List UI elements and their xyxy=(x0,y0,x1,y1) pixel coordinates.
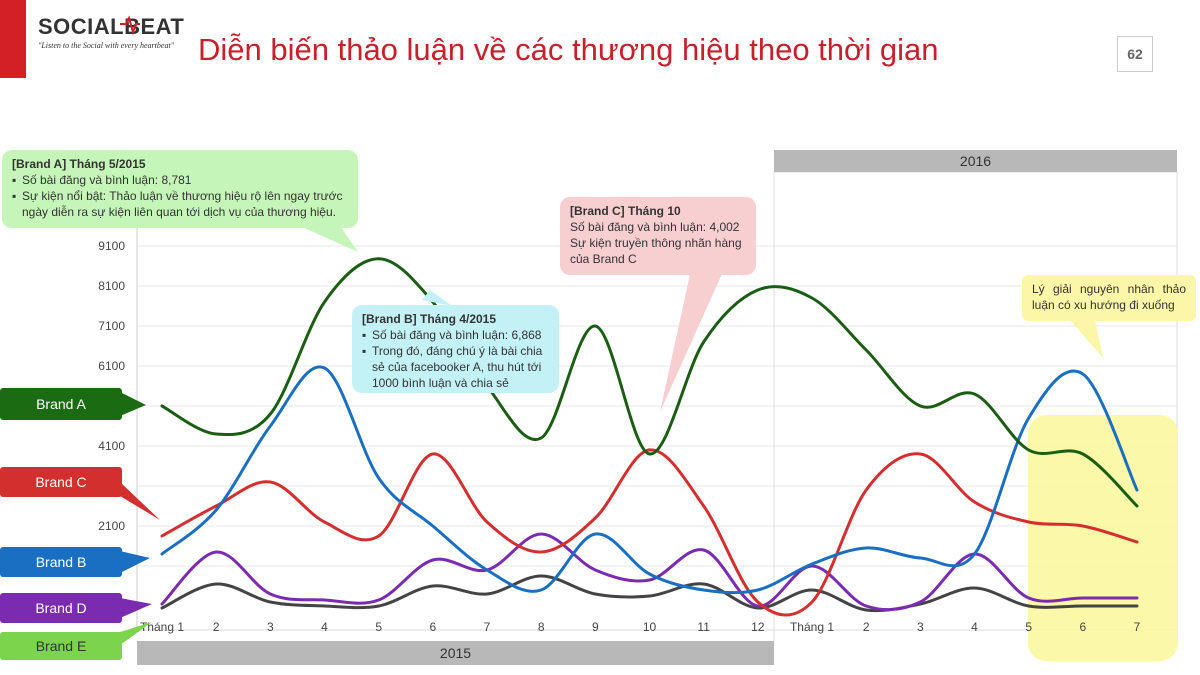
y-tick-label: 9100 xyxy=(98,239,125,253)
x-tick-label: 9 xyxy=(592,620,599,634)
x-tick-label: 3 xyxy=(917,620,924,634)
callout-brand-a-pointer xyxy=(300,226,358,252)
callout-brand-c-heading: [Brand C] Tháng 10 xyxy=(570,204,681,218)
x-tick-label: 2 xyxy=(213,620,220,634)
x-tick-label: 7 xyxy=(1134,620,1141,634)
socialbeat-logo: SOCIALBEAT "Listen to the Social with ev… xyxy=(38,14,188,58)
x-tick-label: 7 xyxy=(484,620,491,634)
callout-brand-c-line: Sự kiện truyền thông nhãn hàng của Brand… xyxy=(570,236,742,266)
heartbeat-icon xyxy=(120,15,140,36)
callout-note: Lý giải nguyên nhân thảo luận có xu hướn… xyxy=(1022,275,1196,321)
callout-brand-c-pointer xyxy=(660,274,722,412)
year-2016-label: 2016 xyxy=(774,150,1177,172)
y-tick-label: 4100 xyxy=(98,439,125,453)
callout-note-pointer xyxy=(1070,320,1103,358)
year-2015-label: 2015 xyxy=(137,641,774,665)
series-line-brand-c xyxy=(160,448,1139,617)
series-line-brand-a xyxy=(160,257,1139,508)
x-tick-label: 8 xyxy=(538,620,545,634)
x-tick-label: 12 xyxy=(751,620,765,634)
brand-c-label-pointer xyxy=(120,482,160,520)
callout-brand-c-line: Số bài đăng và bình luận: 4,002 xyxy=(570,220,740,234)
x-tick-label: Tháng 1 xyxy=(140,620,184,634)
x-tick-label: 4 xyxy=(971,620,978,634)
x-tick-label: 5 xyxy=(375,620,382,634)
x-tick-label: 11 xyxy=(697,620,710,634)
y-tick-label: 8100 xyxy=(98,279,125,293)
x-tick-label: Tháng 1 xyxy=(790,620,834,634)
callout-brand-b-line: Số bài đăng và bình luận: 6,868 xyxy=(362,327,549,343)
page-title: Diễn biến thảo luận về các thương hiệu t… xyxy=(198,32,939,67)
header-accent-bar xyxy=(0,0,26,78)
y-tick-label: 7100 xyxy=(98,319,125,333)
series-line-brand-e xyxy=(160,574,1139,613)
brand-c-label: Brand C xyxy=(0,467,122,497)
callout-brand-c: [Brand C] Tháng 10 Số bài đăng và bình l… xyxy=(560,197,756,275)
y-tick-label: 6100 xyxy=(98,359,125,373)
x-tick-label: 6 xyxy=(429,620,436,634)
page-number: 62 xyxy=(1117,36,1153,72)
x-tick-label: 5 xyxy=(1025,620,1032,634)
x-tick-label: 2 xyxy=(863,620,870,634)
callout-brand-a-heading: [Brand A] Tháng 5/2015 xyxy=(12,157,146,171)
x-tick-label: 10 xyxy=(643,620,657,634)
callout-brand-a-line: Số bài đăng và bình luận: 8,781 xyxy=(12,172,348,188)
brand-d-label-pointer xyxy=(120,598,152,618)
logo-tagline: "Listen to the Social with every heartbe… xyxy=(38,41,175,50)
callout-brand-b-heading: [Brand B] Tháng 4/2015 xyxy=(362,312,497,326)
callout-brand-a: [Brand A] Tháng 5/2015 Số bài đăng và bì… xyxy=(2,150,358,228)
x-tick-label: 3 xyxy=(267,620,274,634)
brand-e-label-pointer xyxy=(120,622,152,645)
frame-2016 xyxy=(773,171,1178,631)
logo-text: SOCIALBEAT xyxy=(38,14,185,39)
brand-a-label: Brand A xyxy=(0,388,122,420)
brand-a-label-pointer xyxy=(120,392,146,416)
callout-brand-b-line: Trong đó, đáng chú ý là bài chia sẻ của … xyxy=(362,343,549,391)
brand-b-label: Brand B xyxy=(0,547,122,577)
brand-b-label-pointer xyxy=(120,551,150,573)
brand-d-label: Brand D xyxy=(0,593,122,623)
callout-brand-a-line: Sự kiện nổi bật: Thảo luận về thương hiệ… xyxy=(12,188,348,220)
series-line-brand-b xyxy=(160,365,1139,595)
x-tick-label: 4 xyxy=(321,620,328,634)
y-tick-label: 2100 xyxy=(98,519,125,533)
callout-brand-b: [Brand B] Tháng 4/2015 Số bài đăng và bì… xyxy=(352,305,559,393)
x-tick-label: 6 xyxy=(1079,620,1086,634)
callout-brand-b-pointer xyxy=(422,290,452,306)
brand-e-label: Brand E xyxy=(0,632,122,660)
